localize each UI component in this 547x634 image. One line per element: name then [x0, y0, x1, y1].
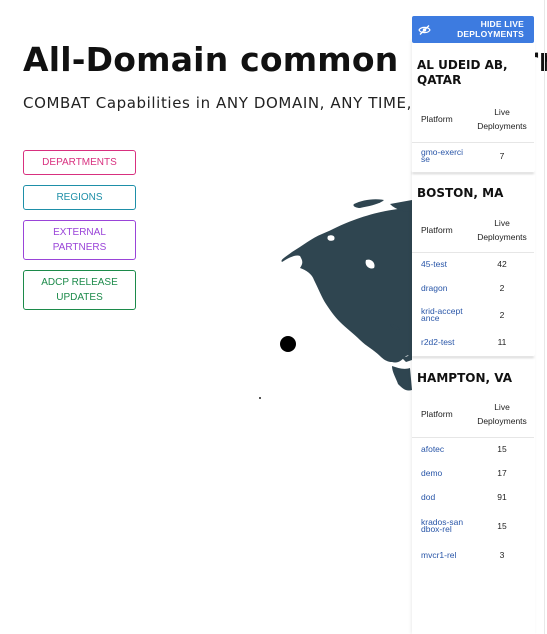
regions-button-label: REGIONS	[56, 192, 103, 203]
table-row[interactable]: dragon 2	[412, 276, 534, 300]
departments-button[interactable]: DEPARTMENTS	[23, 150, 136, 175]
deployment-count: 91	[497, 492, 507, 502]
live-deployments-panel	[412, 40, 535, 634]
page-subtitle: COMBAT Capabilities in ANY DOMAIN, ANY T…	[23, 94, 506, 112]
platform-link[interactable]: mvcr1-rel	[421, 549, 457, 560]
globe-map[interactable]	[262, 190, 432, 420]
hide-live-deployments-button[interactable]: HIDE LIVE DEPLOYMENTS	[412, 16, 534, 43]
eye-off-icon	[418, 24, 436, 35]
table-row[interactable]: krid-acceptance 2	[412, 300, 534, 330]
platform-link[interactable]: 45-test	[421, 258, 447, 269]
deployment-count: 15	[497, 521, 507, 531]
column-header-live-deployments: Live Deployments	[477, 217, 527, 242]
location-title: BOSTON, MA	[417, 186, 504, 200]
column-header-platform: Platform	[421, 224, 453, 235]
departments-button-label: DEPARTMENTS	[42, 157, 117, 168]
table-row[interactable]: r2d2-test 11	[412, 330, 534, 354]
platform-link[interactable]: dod	[421, 491, 436, 502]
table-row[interactable]: dod 91	[412, 485, 534, 509]
location-table-boston: Platform Live Deployments 45-test 42 dra…	[412, 208, 534, 356]
table-row[interactable]: afotec 15	[412, 437, 534, 461]
deployment-count: 11	[497, 337, 507, 347]
release-updates-button[interactable]: ADCP RELEASE UPDATES	[23, 270, 136, 310]
deployment-count: 3	[499, 550, 505, 560]
deployment-count: 2	[499, 310, 505, 320]
platform-link[interactable]: r2d2-test	[421, 336, 455, 347]
external-partners-button-label: EXTERNAL PARTNERS	[52, 227, 107, 253]
map-marker-dot[interactable]	[280, 336, 296, 352]
location-table-al-udeid: Platform Live Deployments gmo-exercise 7	[412, 96, 534, 172]
platform-link[interactable]: krados-sandbox-rel	[421, 517, 464, 534]
deployment-count: 7	[499, 151, 505, 162]
column-header-live-deployments: Live Deployments	[477, 402, 527, 427]
hide-live-deployments-label: HIDE LIVE DEPLOYMENTS	[457, 19, 524, 39]
platform-link[interactable]: gmo-exercise	[421, 147, 464, 165]
platform-link[interactable]: dragon	[421, 282, 448, 293]
table-row[interactable]: mvcr1-rel 3	[412, 543, 534, 567]
deployment-count: 15	[497, 444, 507, 455]
table-row[interactable]: demo 17	[412, 461, 534, 485]
deployment-count: 42	[497, 259, 507, 270]
map-marker-small	[259, 397, 261, 399]
column-header-platform: Platform	[421, 113, 453, 124]
location-title: HAMPTON, VA	[417, 371, 512, 385]
table-row[interactable]: krados-sandbox-rel 15	[412, 509, 534, 543]
location-table-hampton: Platform Live Deployments afotec 15 demo…	[412, 392, 534, 567]
column-header-live-deployments: Live Deployments	[477, 106, 527, 131]
table-row[interactable]: 45-test 42	[412, 252, 534, 276]
platform-link[interactable]: demo	[421, 467, 443, 478]
external-partners-button[interactable]: EXTERNAL PARTNERS	[23, 220, 136, 260]
platform-link[interactable]: krid-acceptance	[421, 306, 463, 323]
regions-button[interactable]: REGIONS	[23, 185, 136, 210]
deployment-count: 17	[497, 468, 507, 478]
column-header-platform: Platform	[421, 409, 453, 420]
page-edge-divider	[544, 0, 545, 634]
location-title: AL UDEID AB, QATAR	[417, 58, 508, 87]
release-updates-button-label: ADCP RELEASE UPDATES	[41, 277, 118, 303]
platform-link[interactable]: afotec	[421, 443, 445, 454]
table-row[interactable]: gmo-exercise 7	[412, 142, 534, 170]
deployment-count: 2	[499, 283, 505, 293]
